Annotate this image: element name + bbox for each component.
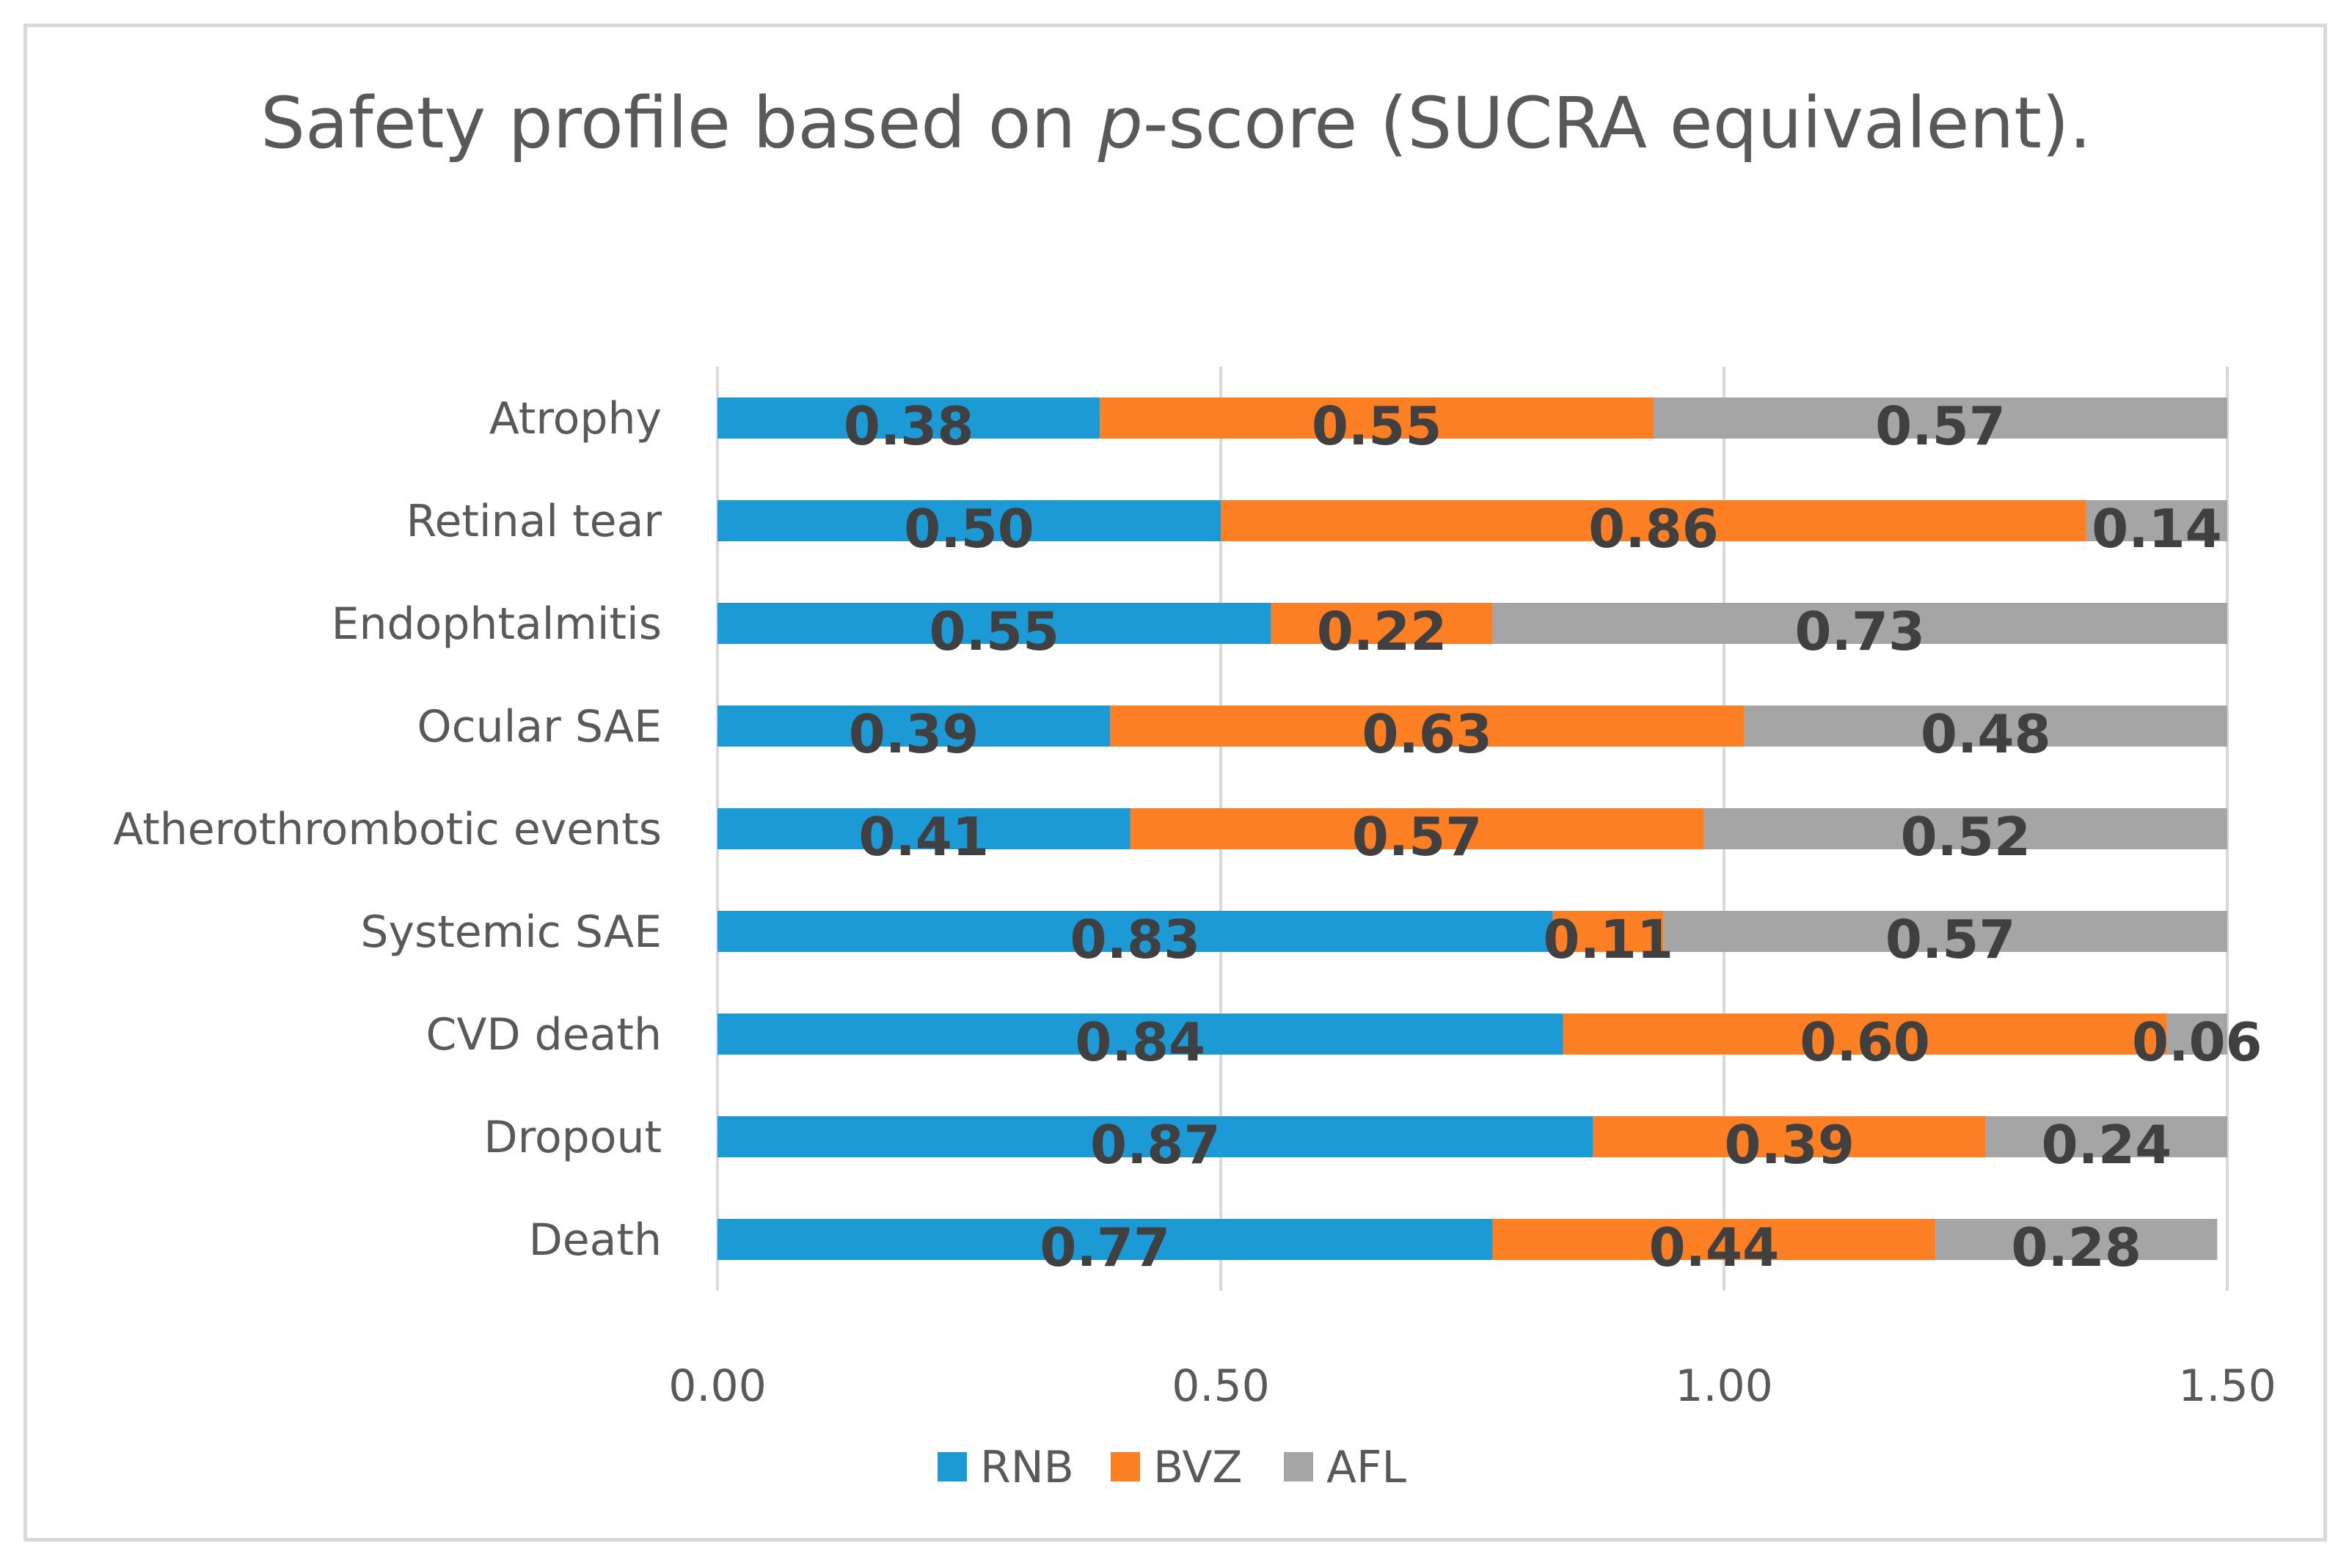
data-label-afl: 0.57 [1875, 395, 2006, 457]
data-label-bvz: 0.86 [1588, 498, 1719, 560]
data-label-bvz: 0.39 [1724, 1114, 1855, 1176]
data-label-bvz: 0.22 [1317, 601, 1447, 662]
legend-label-bvz: BVZ [1153, 1442, 1242, 1493]
data-label-rnb: 0.87 [1090, 1114, 1221, 1176]
data-label-afl: 0.52 [1900, 806, 2031, 868]
data-label-afl: 0.73 [1794, 601, 1925, 662]
category-label: Death [529, 1215, 662, 1266]
bar-rnb [717, 911, 1553, 952]
bar-rnb [717, 1116, 1593, 1157]
category-label: CVD death [426, 1009, 662, 1060]
data-label-rnb: 0.41 [858, 806, 989, 868]
bar-bvz [1552, 911, 1664, 952]
bar-afl [1653, 398, 2227, 439]
bar-afl [1935, 1219, 2218, 1260]
bar-rnb [717, 1014, 1563, 1055]
bar-rnb [717, 398, 1100, 439]
data-label-rnb: 0.39 [849, 703, 979, 765]
x-tick-label: 1.00 [1675, 1360, 1773, 1412]
data-label-rnb: 0.50 [904, 498, 1034, 560]
data-label-rnb: 0.38 [844, 395, 974, 457]
chart-title-italic: p [1098, 82, 1143, 164]
data-label-afl: 0.06 [2132, 1011, 2262, 1073]
chart-frame [23, 23, 2327, 1542]
legend-label-rnb: RNB [980, 1442, 1074, 1493]
bar-afl [1985, 1116, 2227, 1157]
bar-bvz [1492, 1219, 1936, 1260]
bar-rnb [717, 1219, 1493, 1260]
bar-bvz [1593, 1116, 1986, 1157]
category-label: Systemic SAE [360, 906, 662, 958]
chart-title: Safety profile based on p-score (SUCRA e… [0, 82, 2352, 164]
data-label-afl: 0.24 [2042, 1114, 2172, 1176]
data-label-afl: 0.28 [2011, 1217, 2141, 1278]
bar-rnb [717, 706, 1111, 747]
category-label: Atherothrombotic events [113, 804, 662, 855]
category-label: Endophtalmitis [332, 598, 662, 650]
bar-rnb [717, 603, 1271, 644]
data-label-rnb: 0.77 [1040, 1217, 1170, 1278]
bar-afl [1703, 808, 2227, 849]
bar-afl [1663, 911, 2227, 952]
category-label: Dropout [483, 1112, 662, 1163]
bar-bvz [1110, 706, 1745, 747]
data-label-afl: 0.14 [2092, 498, 2222, 560]
bar-bvz [1100, 398, 1654, 439]
x-tick-label: 0.50 [1172, 1360, 1270, 1412]
bar-afl [1492, 603, 2227, 644]
data-label-bvz: 0.44 [1648, 1217, 1779, 1278]
label-layer: 0.38 0.55 0.57 0.50 0.86 0.14 0.55 0.22 0.73 0.39… [844, 395, 2262, 1278]
bar-afl [2086, 500, 2227, 541]
legend-swatch-rnb [938, 1452, 967, 1481]
category-label: Ocular SAE [417, 701, 662, 752]
bar-bvz [1130, 808, 1704, 849]
legend-layer: RNB BVZ AFL [938, 1442, 1407, 1493]
data-label-rnb: 0.84 [1075, 1011, 1205, 1073]
bar-afl [2166, 1014, 2227, 1055]
bar-layer [717, 398, 2227, 1260]
data-label-afl: 0.48 [1921, 703, 2051, 765]
bar-rnb [717, 500, 1221, 541]
data-label-bvz: 0.57 [1352, 806, 1483, 868]
data-label-bvz: 0.60 [1800, 1011, 1930, 1073]
legend-label-afl: AFL [1326, 1442, 1407, 1493]
category-label: Atrophy [489, 393, 662, 444]
data-label-bvz: 0.63 [1362, 703, 1492, 765]
legend-swatch-afl [1284, 1452, 1313, 1481]
chart-title-prefix: Safety profile based on [260, 82, 1098, 164]
bar-afl [1744, 706, 2227, 747]
bar-bvz [1563, 1014, 2167, 1055]
x-tick-label: 1.50 [2178, 1360, 2276, 1412]
data-label-rnb: 0.55 [929, 601, 1059, 662]
x-tick-label: 0.00 [668, 1360, 767, 1412]
axis-layer: 0.00 0.50 1.00 1.50 Atrophy Retinal tear Endop… [113, 393, 2276, 1412]
bar-bvz [1221, 500, 2086, 541]
data-label-bvz: 0.55 [1312, 395, 1442, 457]
data-label-rnb: 0.83 [1070, 909, 1201, 970]
legend-swatch-bvz [1111, 1452, 1140, 1481]
category-label: Retinal tear [406, 496, 662, 547]
bar-rnb [717, 808, 1131, 849]
data-label-afl: 0.57 [1885, 909, 2016, 970]
bar-bvz [1271, 603, 1493, 644]
data-label-bvz: 0.11 [1543, 909, 1673, 970]
chart-title-suffix: -score (SUCRA equivalent). [1142, 82, 2092, 164]
